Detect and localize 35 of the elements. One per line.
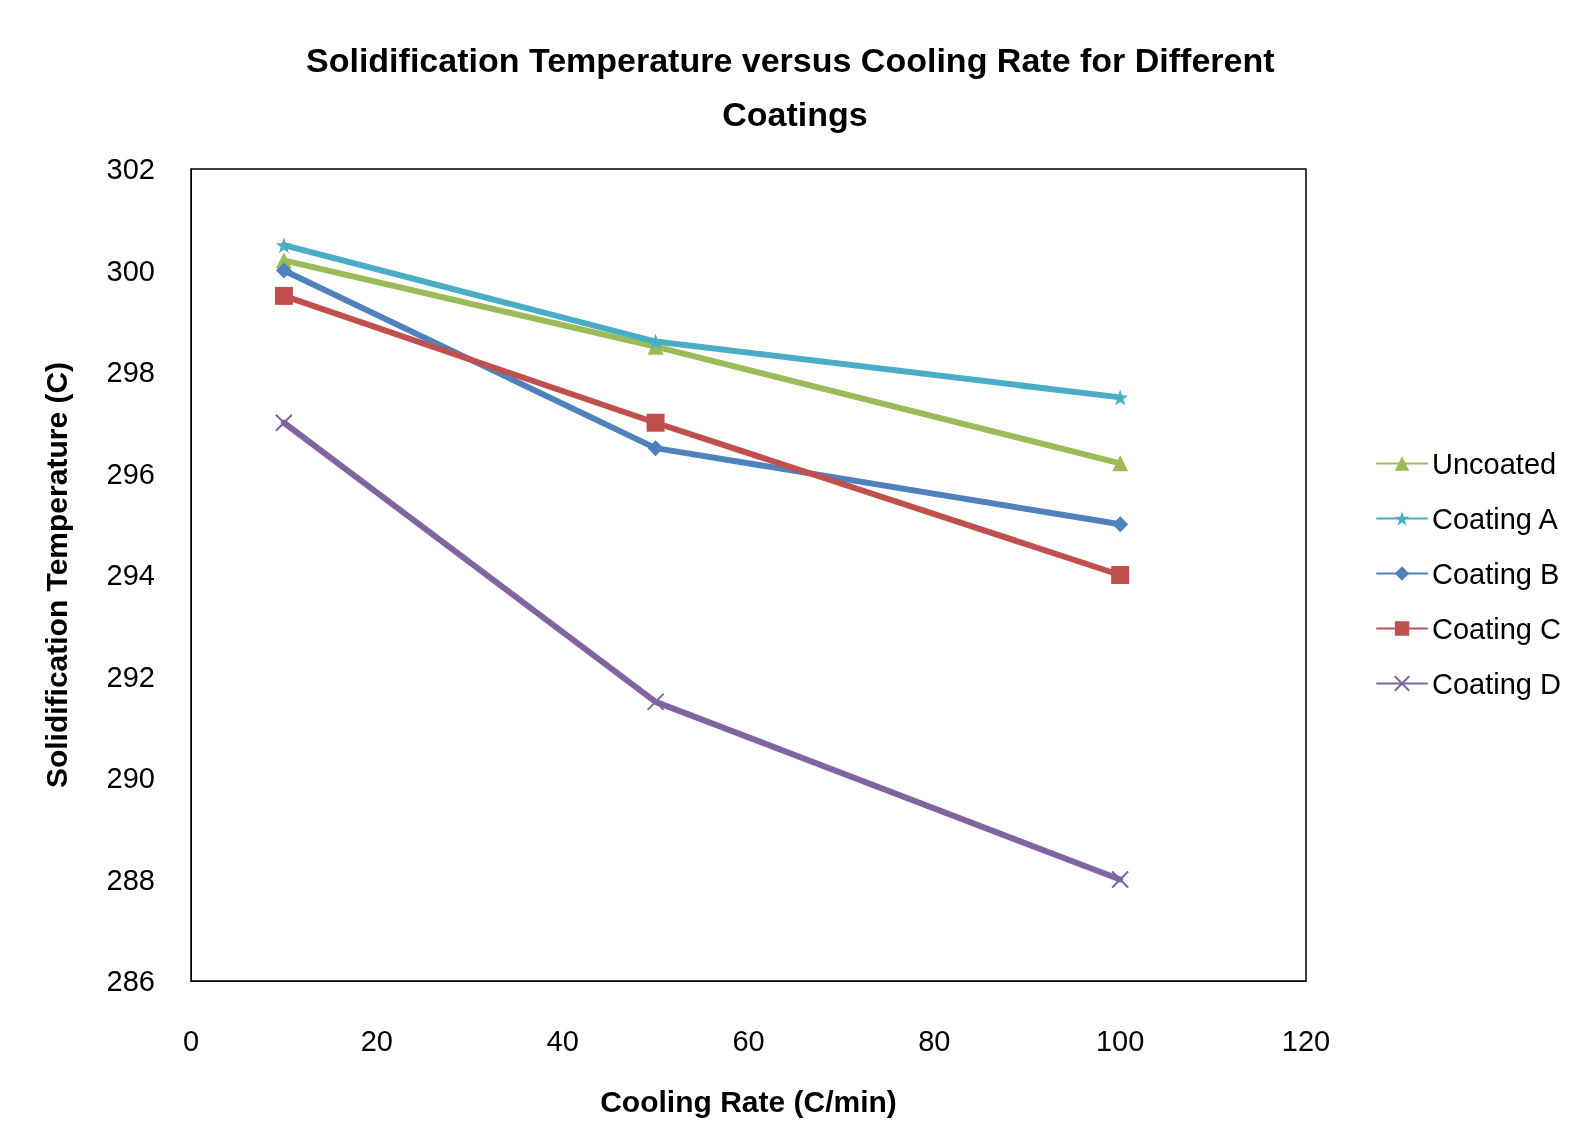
point (275, 237, 292, 254)
legend-label: Coating D (1432, 667, 1562, 700)
y-tick-label: 286 (106, 965, 155, 997)
legend-label: Coating A (1432, 502, 1559, 535)
point (1112, 516, 1129, 533)
x-axis-title: Cooling Rate (C/min) (600, 1084, 897, 1118)
point (1111, 870, 1130, 889)
y-tick-label: 294 (106, 559, 155, 591)
legend-label: Coating C (1432, 612, 1562, 645)
x-tick-label: 40 (546, 1024, 579, 1057)
y-tick-label: 296 (106, 457, 155, 490)
y-tick-label: 288 (106, 863, 155, 896)
x-tick-label: 80 (918, 1024, 951, 1057)
y-axis-title: Solidification Temperature (C) (39, 361, 73, 789)
y-tick-label: 298 (106, 356, 155, 388)
point (275, 262, 292, 279)
point (646, 692, 665, 711)
x-tick-label: 60 (732, 1024, 765, 1057)
point (1111, 566, 1130, 584)
x-tick-label: 20 (360, 1024, 393, 1057)
point (646, 413, 665, 432)
x-tick-label: 0 (182, 1024, 200, 1057)
x-tick-label: 120 (1281, 1024, 1331, 1057)
y-tick-label: 290 (106, 762, 155, 794)
point (274, 413, 293, 432)
legend-label: Uncoated (1432, 447, 1557, 480)
point (274, 286, 293, 305)
legend-label: Coating B (1432, 557, 1560, 590)
point (1112, 455, 1129, 472)
y-tick-label: 292 (106, 660, 155, 693)
point (647, 440, 664, 457)
x-tick-label: 100 (1095, 1024, 1145, 1057)
y-tick-label: 300 (106, 254, 155, 287)
chart-title: Solidification Temperature versus Cooling Rate for Different Coatings (306, 41, 1284, 133)
y-tick-label: 302 (106, 153, 155, 185)
